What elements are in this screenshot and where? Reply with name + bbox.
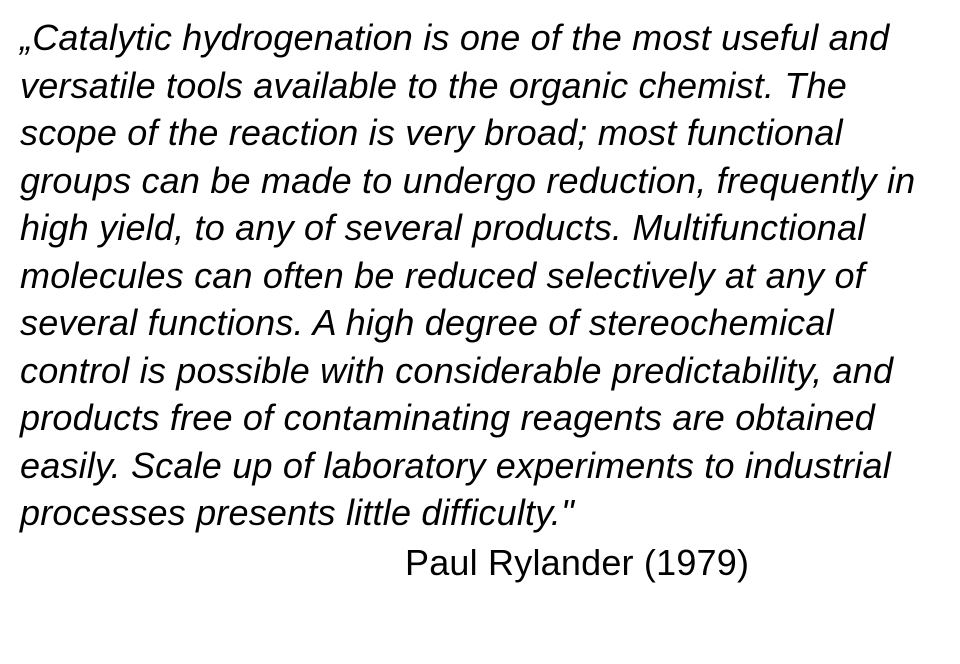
quote-attribution: Paul Rylander (1979) [405,539,940,587]
quote-text: „Catalytic hydrogenation is one of the m… [20,14,940,537]
